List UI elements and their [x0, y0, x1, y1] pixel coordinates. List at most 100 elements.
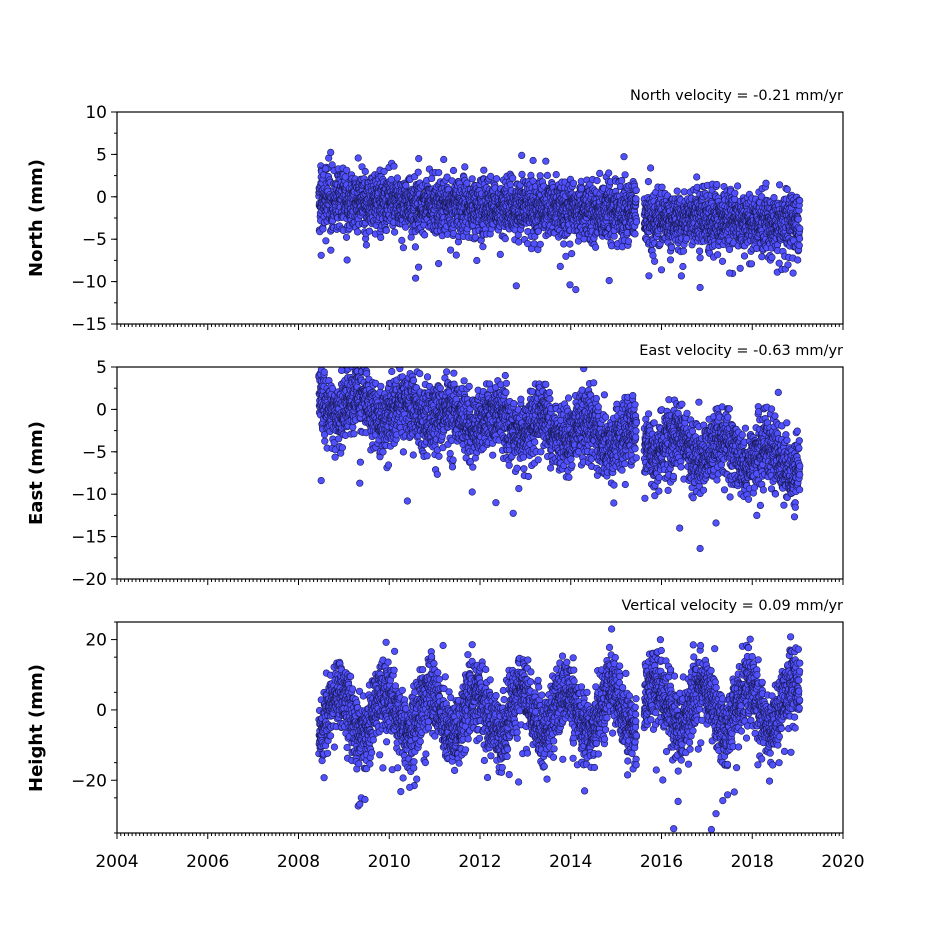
north-point	[452, 251, 460, 259]
north-point	[740, 252, 749, 260]
east-point	[423, 452, 431, 460]
north-point	[480, 166, 488, 174]
north-point	[577, 184, 586, 193]
north-y-axis-label: North (mm)	[26, 159, 47, 277]
north-point	[650, 257, 659, 265]
north-point	[496, 250, 504, 258]
east-point	[388, 367, 396, 376]
north-point	[775, 181, 784, 189]
north-point	[658, 183, 666, 191]
north-point	[736, 264, 744, 272]
north-point	[677, 272, 686, 280]
north-point	[518, 151, 526, 159]
north-point	[605, 277, 613, 285]
north-point	[718, 257, 727, 265]
north-point	[566, 281, 574, 289]
north-point	[560, 240, 568, 248]
north-point	[666, 256, 675, 264]
north-point	[354, 154, 362, 162]
north-point	[479, 243, 487, 251]
north-point	[402, 223, 410, 231]
north-point	[414, 168, 422, 176]
north-point	[624, 237, 633, 245]
north-point	[402, 181, 410, 189]
north-outlier-point	[440, 155, 448, 164]
north-point	[380, 167, 388, 175]
north-point	[796, 197, 804, 205]
north-point	[758, 253, 766, 261]
east-point	[384, 461, 393, 469]
north-point	[693, 173, 701, 181]
east-point	[423, 373, 432, 381]
north-scatter-series	[315, 148, 804, 294]
north-point	[342, 233, 351, 241]
north-point	[673, 187, 681, 195]
north-point	[534, 227, 543, 235]
north-point	[768, 253, 776, 261]
north-point	[596, 169, 604, 177]
north-point	[327, 246, 335, 254]
east-point	[356, 458, 365, 466]
north-point	[605, 169, 613, 177]
north-point	[343, 256, 351, 264]
north-outlier-point	[322, 165, 330, 173]
north-point	[536, 172, 544, 180]
north-point	[620, 153, 628, 161]
east-point	[379, 448, 387, 456]
north-point	[632, 186, 640, 194]
north-point	[794, 256, 802, 264]
east-point	[360, 360, 367, 367]
north-point	[644, 178, 653, 186]
north-point	[493, 175, 501, 183]
east-point	[377, 382, 385, 390]
north-point	[391, 228, 399, 236]
north-outlier-point	[789, 269, 797, 277]
east-point	[321, 437, 329, 445]
north-point	[501, 235, 509, 243]
north-point	[695, 247, 704, 255]
north-point	[509, 174, 517, 182]
north-y-tick-label: 5	[96, 145, 107, 165]
north-point	[529, 156, 537, 165]
north-point	[657, 266, 666, 274]
north-point	[731, 189, 739, 197]
north-point	[556, 262, 564, 271]
north-point	[783, 185, 791, 193]
north-point	[399, 244, 408, 252]
north-outlier-point	[415, 155, 423, 163]
north-point	[468, 175, 476, 183]
north-point	[621, 171, 629, 179]
north-point	[343, 166, 351, 174]
north-point	[435, 169, 443, 177]
north-point	[591, 243, 600, 251]
east-scatter-series	[315, 358, 804, 553]
north-point	[796, 224, 804, 233]
north-point	[319, 225, 327, 233]
north-point	[646, 164, 655, 172]
north-point	[795, 241, 803, 249]
north-point	[447, 246, 455, 254]
north-point	[411, 243, 420, 251]
north-point	[530, 240, 538, 248]
north-point	[569, 179, 578, 187]
north-point	[696, 254, 704, 262]
north-point	[784, 261, 792, 269]
east-point	[350, 430, 358, 438]
north-point	[382, 226, 391, 234]
north-point	[679, 247, 688, 255]
north-point	[449, 166, 458, 175]
north-point	[733, 182, 742, 190]
north-point	[593, 177, 601, 185]
north-point	[713, 180, 721, 189]
east-point	[409, 451, 417, 459]
east-point	[400, 358, 407, 365]
north-point	[377, 233, 385, 241]
north-point	[362, 241, 371, 249]
north-point	[775, 259, 783, 267]
north-outlier-point	[725, 269, 734, 277]
north-point	[390, 162, 398, 170]
east-point	[349, 423, 357, 431]
north-point	[762, 179, 770, 187]
north-outlier-point	[512, 282, 520, 290]
